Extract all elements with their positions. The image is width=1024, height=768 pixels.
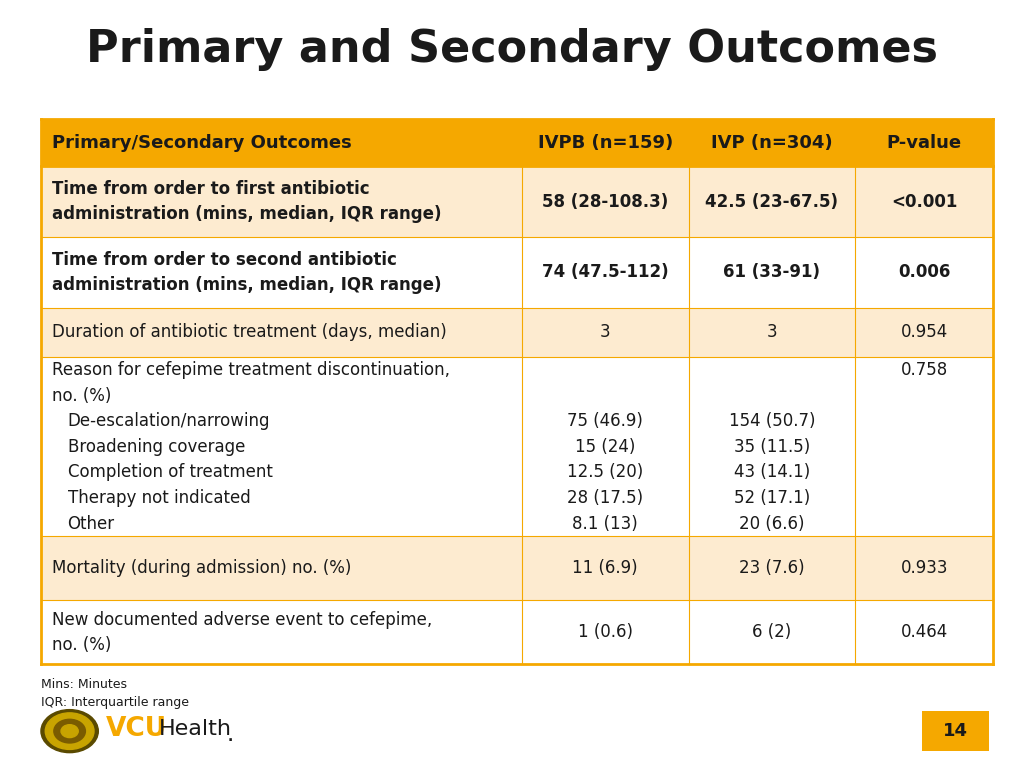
Bar xyxy=(41,536,993,601)
Text: no. (%): no. (%) xyxy=(52,386,112,405)
Bar xyxy=(522,119,688,167)
Text: 0.758: 0.758 xyxy=(901,361,948,379)
Text: 42.5 (23-67.5): 42.5 (23-67.5) xyxy=(706,193,839,210)
Text: Duration of antibiotic treatment (days, median): Duration of antibiotic treatment (days, … xyxy=(52,323,447,341)
Text: 12.5 (20): 12.5 (20) xyxy=(567,463,643,482)
Bar xyxy=(41,601,993,664)
Text: 14: 14 xyxy=(943,722,968,740)
Text: Broadening coverage: Broadening coverage xyxy=(68,438,245,455)
Text: .: . xyxy=(227,730,232,744)
Text: 35 (11.5): 35 (11.5) xyxy=(734,438,810,455)
Text: IVP (n=304): IVP (n=304) xyxy=(711,134,833,152)
Text: 28 (17.5): 28 (17.5) xyxy=(567,489,643,507)
Text: Time from order to first antibiotic
administration (mins, median, IQR range): Time from order to first antibiotic admi… xyxy=(52,180,442,223)
Text: 154 (50.7): 154 (50.7) xyxy=(729,412,815,430)
Text: 43 (14.1): 43 (14.1) xyxy=(734,463,810,482)
Circle shape xyxy=(61,725,78,737)
Bar xyxy=(41,357,993,536)
Text: 11 (6.9): 11 (6.9) xyxy=(572,559,638,578)
Text: IVPB (n=159): IVPB (n=159) xyxy=(538,134,673,152)
Circle shape xyxy=(41,710,98,753)
Text: P-value: P-value xyxy=(887,134,962,152)
Text: 15 (24): 15 (24) xyxy=(575,438,636,455)
Text: Completion of treatment: Completion of treatment xyxy=(68,463,272,482)
Bar xyxy=(855,119,993,167)
Text: 3: 3 xyxy=(600,323,610,341)
Text: 58 (28-108.3): 58 (28-108.3) xyxy=(542,193,669,210)
Text: 0.464: 0.464 xyxy=(901,624,948,641)
Text: 75 (46.9): 75 (46.9) xyxy=(567,412,643,430)
Text: 0.006: 0.006 xyxy=(898,263,950,281)
Text: 6 (2): 6 (2) xyxy=(753,624,792,641)
Text: Mortality (during admission) no. (%): Mortality (during admission) no. (%) xyxy=(52,559,352,578)
Text: 3: 3 xyxy=(767,323,777,341)
Text: 74 (47.5-112): 74 (47.5-112) xyxy=(542,263,669,281)
Bar xyxy=(41,307,993,357)
Text: 1 (0.6): 1 (0.6) xyxy=(578,624,633,641)
Text: Mins: Minutes
IQR: Interquartile range: Mins: Minutes IQR: Interquartile range xyxy=(41,678,189,709)
Text: 61 (33-91): 61 (33-91) xyxy=(723,263,820,281)
Text: New documented adverse event to cefepime,
no. (%): New documented adverse event to cefepime… xyxy=(52,611,432,654)
Text: 23 (7.6): 23 (7.6) xyxy=(739,559,805,578)
Text: <0.001: <0.001 xyxy=(891,193,957,210)
Bar xyxy=(688,119,855,167)
Text: Time from order to second antibiotic
administration (mins, median, IQR range): Time from order to second antibiotic adm… xyxy=(52,251,442,294)
Text: Reason for cefepime treatment discontinuation,: Reason for cefepime treatment discontinu… xyxy=(52,361,451,379)
Text: Primary/Secondary Outcomes: Primary/Secondary Outcomes xyxy=(52,134,352,152)
Text: Primary and Secondary Outcomes: Primary and Secondary Outcomes xyxy=(86,28,938,71)
Bar xyxy=(41,119,522,167)
Circle shape xyxy=(45,713,94,750)
Bar xyxy=(41,167,993,237)
Circle shape xyxy=(54,720,85,743)
Text: Health: Health xyxy=(159,719,231,739)
Bar xyxy=(923,711,989,751)
Text: 0.933: 0.933 xyxy=(900,559,948,578)
Text: VCU: VCU xyxy=(105,716,167,742)
Bar xyxy=(41,237,993,307)
Text: 52 (17.1): 52 (17.1) xyxy=(734,489,810,507)
Text: Other: Other xyxy=(68,515,115,533)
Text: Therapy not indicated: Therapy not indicated xyxy=(68,489,251,507)
Text: 8.1 (13): 8.1 (13) xyxy=(572,515,638,533)
Text: 0.954: 0.954 xyxy=(901,323,948,341)
Text: 20 (6.6): 20 (6.6) xyxy=(739,515,805,533)
Text: De-escalation/narrowing: De-escalation/narrowing xyxy=(68,412,270,430)
